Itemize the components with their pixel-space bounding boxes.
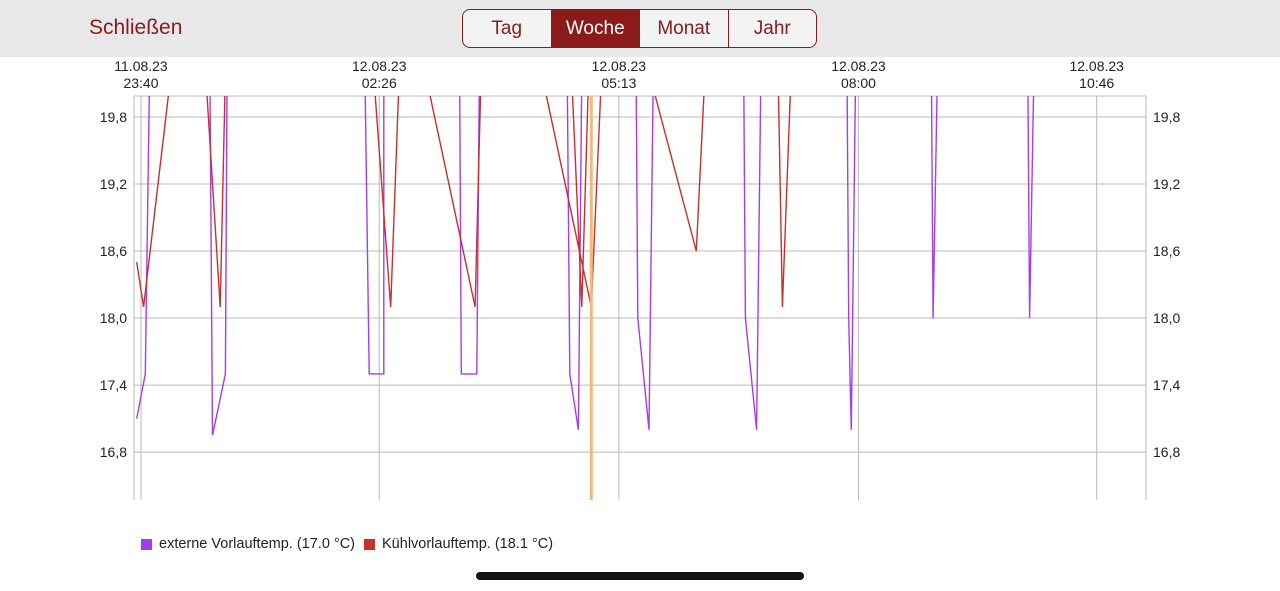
y-tick-label-left: 18,0 bbox=[100, 310, 127, 326]
legend-label-cooling: Kühlvorlauftemp. (18.1 °C) bbox=[382, 536, 554, 552]
tab-woche[interactable]: Woche bbox=[550, 10, 639, 47]
y-tick-label-left: 16,8 bbox=[100, 444, 127, 460]
x-tick-time: 02:26 bbox=[362, 75, 397, 91]
tab-monat[interactable]: Monat bbox=[639, 10, 728, 47]
period-segmented-control: Tag Woche Monat Jahr bbox=[462, 9, 817, 48]
tab-tag[interactable]: Tag bbox=[491, 17, 523, 39]
y-tick-label-left: 19,8 bbox=[100, 109, 127, 125]
close-button[interactable]: Schließen bbox=[89, 16, 183, 39]
y-tick-label-right: 17,4 bbox=[1153, 377, 1180, 393]
legend-item-external: externe Vorlauftemp. (17.0 °C) bbox=[141, 536, 355, 552]
x-tick-time: 23:40 bbox=[123, 75, 158, 91]
y-tick-label-right: 19,2 bbox=[1153, 176, 1180, 192]
x-tick-time: 10:46 bbox=[1079, 75, 1114, 91]
y-tick-label-right: 18,6 bbox=[1153, 243, 1180, 259]
tab-jahr[interactable]: Jahr bbox=[727, 10, 817, 47]
series-line-cooling bbox=[136, 96, 791, 308]
temperature-chart[interactable]: 19,8 19,8 19,2 19,2 18,6 18,6 18,0 18,0 17,4 17,4… bbox=[0, 0, 1280, 530]
y-tick-label-left: 18,6 bbox=[100, 243, 127, 259]
x-tick-time: 05:13 bbox=[601, 75, 636, 91]
legend-label-external: externe Vorlauftemp. (17.0 °C) bbox=[159, 536, 356, 552]
chart-legend: externe Vorlauftemp. (17.0 °C) Kühlvorla… bbox=[141, 536, 562, 552]
y-tick-label-right: 19,8 bbox=[1153, 109, 1180, 125]
x-tick-date: 12.08.23 bbox=[1069, 58, 1124, 74]
home-indicator bbox=[476, 572, 804, 580]
y-tick-label-left: 17,4 bbox=[100, 377, 127, 393]
y-tick-label-left: 19,2 bbox=[100, 176, 127, 192]
x-tick-date: 12.08.23 bbox=[592, 58, 647, 74]
legend-item-cooling: Kühlvorlauftemp. (18.1 °C) bbox=[364, 536, 553, 552]
series-line-external bbox=[136, 96, 1035, 436]
legend-swatch-cooling bbox=[364, 538, 376, 550]
x-tick-date: 11.08.23 bbox=[114, 58, 168, 74]
y-tick-label-right: 16,8 bbox=[1153, 444, 1180, 460]
x-tick-time: 08:00 bbox=[841, 75, 876, 91]
x-tick-date: 12.08.23 bbox=[352, 58, 407, 74]
y-tick-label-right: 18,0 bbox=[1153, 310, 1180, 326]
legend-swatch-external bbox=[141, 538, 152, 550]
x-tick-date: 12.08.23 bbox=[831, 58, 886, 74]
